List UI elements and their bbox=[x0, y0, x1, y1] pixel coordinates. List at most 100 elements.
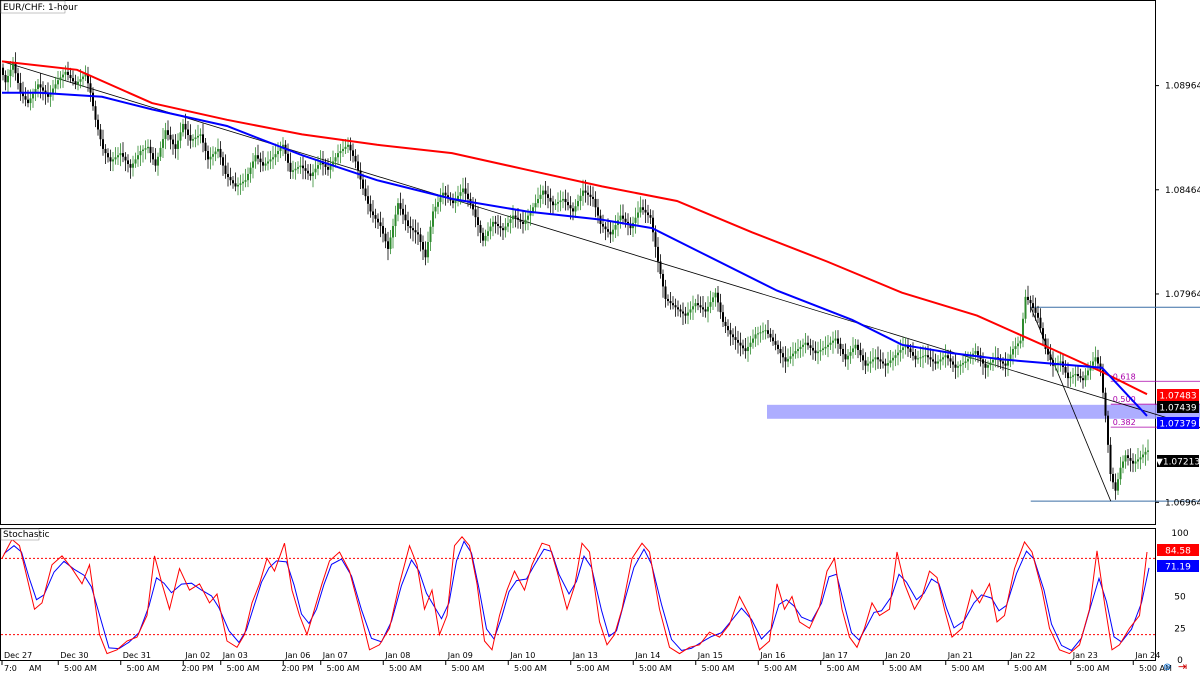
candle-body bbox=[822, 348, 824, 351]
candle-body bbox=[574, 206, 577, 212]
candle-body bbox=[1117, 479, 1119, 491]
candle-body bbox=[164, 130, 167, 140]
candle-body bbox=[539, 194, 542, 199]
candle-body bbox=[237, 184, 239, 187]
candle-body bbox=[984, 363, 987, 368]
candle-body bbox=[1124, 455, 1127, 462]
date-label: Jan 22 bbox=[1009, 651, 1035, 660]
candle-body bbox=[92, 92, 94, 107]
candle-body bbox=[1072, 375, 1074, 377]
candle-body bbox=[419, 234, 422, 243]
candle-body bbox=[452, 200, 454, 204]
candle-body bbox=[622, 215, 624, 219]
fib-level-label: 0.618 bbox=[1113, 372, 1136, 381]
fib-price-tag-bg bbox=[1157, 401, 1199, 413]
candle-body bbox=[664, 286, 667, 299]
stochastic-main-line bbox=[1, 536, 1148, 655]
candle-body bbox=[839, 343, 842, 349]
candle-body bbox=[1042, 328, 1044, 339]
candle-body bbox=[352, 150, 354, 156]
candle-body bbox=[782, 353, 784, 358]
date-label: Jan 13 bbox=[572, 651, 598, 660]
candle-body bbox=[344, 146, 347, 149]
candle-body bbox=[549, 197, 552, 202]
candle-body bbox=[682, 311, 684, 314]
candle-body bbox=[967, 358, 969, 362]
link-icon[interactable]: ⊚ bbox=[1163, 662, 1171, 673]
candle-body bbox=[542, 190, 544, 195]
candle-body bbox=[162, 139, 164, 148]
candle-body bbox=[397, 203, 399, 215]
candle-body bbox=[307, 170, 309, 174]
candle-body bbox=[1137, 459, 1139, 462]
candle-body bbox=[962, 363, 964, 365]
stochastic-main-tag-bg bbox=[1157, 544, 1199, 556]
candle-body bbox=[524, 219, 527, 224]
candle-body bbox=[244, 180, 247, 182]
candle-body bbox=[179, 132, 182, 141]
candle-body bbox=[754, 334, 757, 339]
candle-body bbox=[709, 302, 712, 307]
candle-body bbox=[929, 357, 932, 360]
candle-body bbox=[399, 203, 402, 209]
candle-body bbox=[1012, 348, 1014, 355]
candle-body bbox=[819, 350, 822, 352]
shift-chart-icon[interactable]: ⇥ bbox=[1178, 660, 1187, 673]
candle-body bbox=[859, 350, 862, 356]
time-label: 5:00 AM bbox=[1139, 664, 1172, 673]
candle-body bbox=[4, 74, 7, 83]
candle-body bbox=[512, 215, 514, 220]
red-ma-price-tag: 1.07483 bbox=[1159, 392, 1196, 402]
candle-body bbox=[339, 151, 342, 154]
candle-body bbox=[842, 348, 844, 355]
candle-body bbox=[867, 363, 869, 366]
candle-body bbox=[644, 209, 647, 213]
candle-body bbox=[217, 148, 219, 152]
candle-body bbox=[139, 151, 142, 156]
candle-body bbox=[724, 321, 727, 327]
candle-body bbox=[1119, 467, 1122, 480]
candle-body bbox=[1047, 348, 1049, 355]
time-label: 2:00 PM bbox=[182, 664, 214, 673]
stochastic-tick-label: 0 bbox=[1177, 656, 1183, 666]
price-tick-label: 1.07964 bbox=[1165, 290, 1200, 300]
candle-body bbox=[1039, 317, 1042, 329]
candle-body bbox=[932, 359, 934, 362]
candle-body bbox=[1017, 343, 1019, 347]
candle-body bbox=[579, 195, 582, 202]
fib-level-label: 0.500 bbox=[1113, 395, 1136, 404]
blue-ma-price-tag-bg bbox=[1157, 417, 1199, 429]
candle-body bbox=[804, 342, 807, 345]
date-label: Dec 31 bbox=[123, 651, 151, 660]
candle-body bbox=[334, 157, 337, 162]
candle-body bbox=[919, 357, 922, 359]
time-label: 2:00 PM bbox=[282, 664, 314, 673]
candle-body bbox=[289, 162, 292, 172]
candle-body bbox=[507, 222, 509, 227]
time-label: 5:00 AM bbox=[577, 664, 610, 673]
candle-body bbox=[654, 232, 657, 247]
price-panel-frame bbox=[0, 0, 1156, 525]
candle-body bbox=[214, 151, 217, 155]
last-price-tag: ▼1.07213 bbox=[1156, 458, 1200, 468]
candle-body bbox=[897, 352, 899, 356]
candle-body bbox=[149, 146, 152, 154]
candle-body bbox=[412, 228, 414, 231]
candle-body bbox=[389, 237, 392, 249]
candle-body bbox=[7, 76, 9, 83]
price-chart-title: EUR/CHF: 1-hour bbox=[3, 3, 78, 13]
candle-body bbox=[169, 134, 172, 140]
candle-body bbox=[182, 123, 184, 133]
candle-body bbox=[2, 67, 4, 75]
candle-body bbox=[647, 212, 649, 216]
candle-body bbox=[319, 161, 322, 166]
candle-body bbox=[69, 74, 72, 79]
time-label: 5:00 AM bbox=[1077, 664, 1110, 673]
candle-body bbox=[87, 73, 89, 84]
candle-body bbox=[807, 342, 809, 346]
candle-body bbox=[752, 338, 754, 343]
candle-body bbox=[604, 226, 607, 230]
candle-body bbox=[294, 168, 297, 171]
candle-body bbox=[312, 172, 314, 177]
candle-body bbox=[949, 358, 952, 362]
